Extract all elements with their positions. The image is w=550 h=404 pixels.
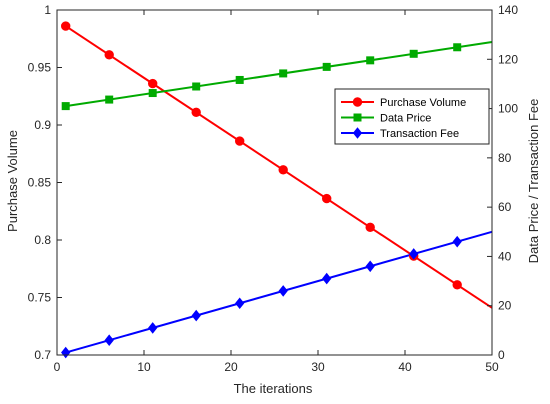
y-left-tick-label: 0.8 — [34, 233, 51, 247]
series-point-transaction-fee — [409, 248, 419, 260]
y-axis-left-title: Purchase Volume — [5, 130, 20, 232]
y-left-tick-label: 0.75 — [28, 291, 52, 305]
series-point-data-price — [366, 56, 375, 65]
plot-lines — [65, 25, 493, 354]
series-point-purchase-volume — [365, 222, 375, 233]
series-point-purchase-volume — [452, 280, 462, 290]
ticks: 0 10 20 30 40 500.70.750.80.850.90.9510204060… — [28, 3, 519, 374]
y-right-tick-label: 40 — [498, 249, 512, 263]
series-point-data-price — [192, 82, 201, 91]
series-point-purchase-volume — [148, 78, 158, 89]
y-left-tick-label: 0.9 — [34, 118, 51, 132]
x-tick-label: 10 — [137, 360, 151, 374]
legend-marker-transaction-fee — [352, 127, 363, 139]
y-right-tick-label: 20 — [498, 299, 512, 313]
legend-label-data-price: Data Price — [380, 113, 431, 125]
series-point-transaction-fee — [365, 260, 375, 273]
series-point-transaction-fee — [235, 297, 245, 310]
series-point-purchase-volume — [322, 193, 332, 204]
y-axis-right-title: Data Price / Transaction Fee — [526, 99, 541, 264]
y-left-tick-label: 1 — [44, 3, 51, 17]
y-left-tick-label: 0.95 — [28, 61, 52, 75]
x-tick-label: 40 — [398, 360, 412, 374]
x-tick-label: 20 — [224, 360, 238, 374]
series-point-purchase-volume — [278, 165, 288, 175]
series-point-data-price — [148, 89, 157, 98]
series-point-data-price — [279, 69, 288, 78]
series-point-data-price — [409, 49, 418, 58]
series-point-purchase-volume — [60, 21, 71, 31]
series-point-data-price — [235, 75, 244, 84]
series-point-purchase-volume — [235, 136, 245, 146]
plot-markers — [60, 21, 462, 359]
series-point-purchase-volume — [191, 107, 201, 118]
y-right-tick-label: 60 — [498, 200, 512, 214]
legend-label-transaction-fee: Transaction Fee — [380, 128, 459, 140]
series-point-data-price — [322, 62, 331, 71]
y-left-tick-label: 0.7 — [34, 348, 51, 362]
legend: Purchase Volume Data Price Transaction Fee — [334, 88, 490, 145]
plot-frame — [56, 9, 493, 356]
series-point-transaction-fee — [104, 334, 114, 347]
series-point-transaction-fee — [452, 235, 462, 248]
y-right-tick-label: 0 — [498, 348, 505, 362]
y-right-tick-label: 140 — [498, 3, 518, 17]
legend-marker-purchase-volume — [352, 97, 363, 107]
legend-marker-data-price — [353, 113, 362, 122]
series-point-data-price — [105, 95, 114, 104]
series-point-purchase-volume — [104, 50, 114, 60]
series-point-transaction-fee — [322, 272, 332, 285]
series-point-data-price — [453, 43, 462, 52]
series-point-transaction-fee — [61, 346, 71, 359]
legend-label-purchase-volume: Purchase Volume — [380, 97, 466, 109]
series-point-transaction-fee — [278, 285, 288, 297]
x-tick-label: 30 — [311, 360, 325, 374]
series-line-transaction-fee — [65, 230, 493, 354]
series-point-transaction-fee — [148, 322, 158, 334]
y-left-tick-label: 0.85 — [28, 176, 52, 190]
x-tick-label: 50 — [485, 360, 499, 374]
x-tick-label: 0 — [54, 360, 61, 374]
x-axis-title: The iterations — [234, 381, 313, 396]
y-right-tick-label: 80 — [498, 151, 512, 165]
series-line-data-price — [65, 41, 493, 108]
series-line-purchase-volume — [65, 25, 493, 309]
series-point-transaction-fee — [191, 309, 201, 322]
y-right-tick-label: 120 — [498, 52, 518, 66]
series-point-data-price — [61, 102, 70, 111]
y-right-tick-label: 100 — [498, 102, 518, 116]
